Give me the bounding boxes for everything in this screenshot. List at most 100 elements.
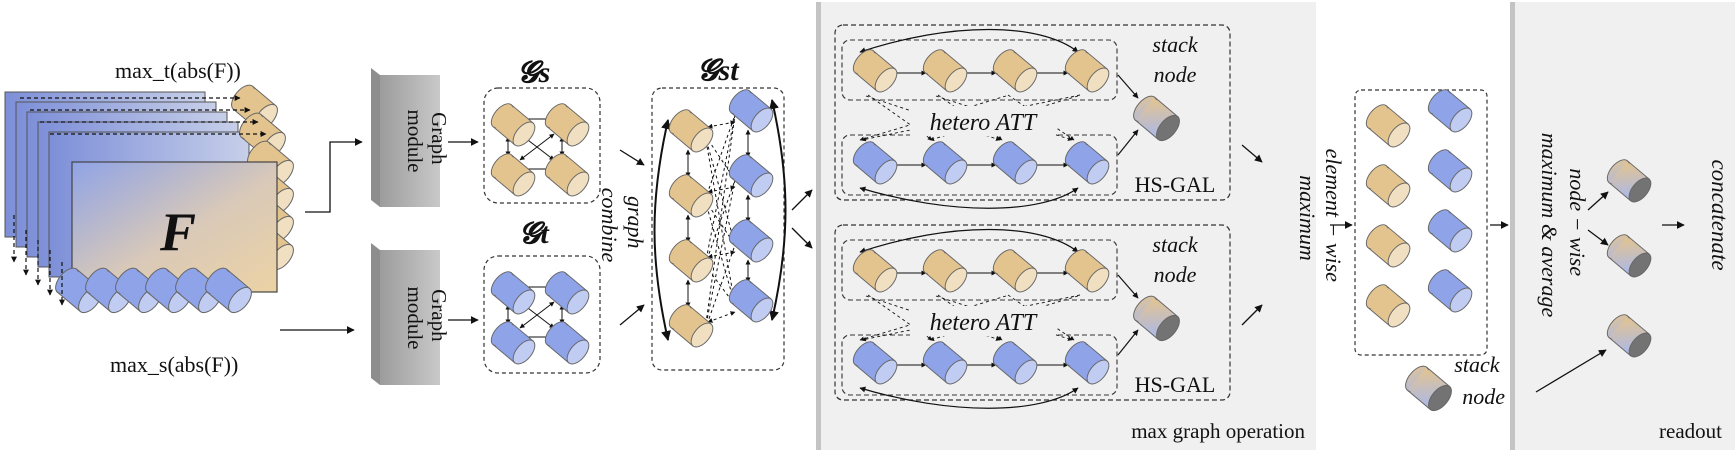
stack-node [1133,95,1180,142]
graph-st-blue-node [728,89,774,133]
svg-text:Graph module: Graph module [403,287,451,350]
graph-t-node [490,271,536,315]
graph-module-bottom-line1: Graph [427,289,451,342]
time-max-label: max_t(abs(F)) [115,58,241,83]
graph-t-node [544,271,590,315]
hs-gal-blue-node [922,141,968,185]
graph-st-tan-node [668,304,714,348]
tensor-label: F [159,202,196,262]
graph-t-nodes [490,271,590,365]
combine-label-line1: graph [623,196,648,249]
stack-node-label: stack node [1152,232,1198,287]
hs-gal-tan-node [852,49,898,93]
output-blue-node [1427,89,1473,133]
hs-gal-tan-node [1064,49,1110,93]
hs-gal-blue-node [852,341,898,385]
graph-module-top: Graph module [371,68,451,207]
graph-st-tan-node [668,109,714,153]
graph-s-node [544,103,590,147]
output-blue-node [1427,149,1473,193]
hs-gal-tan-node [922,49,968,93]
svg-text:element − wise maximum: element − wise maximum [1295,149,1346,288]
hs-gal-block: hetero ATT stack node HS-GAL [834,224,1231,409]
hs-gal-tan-node [852,249,898,293]
readout-nodes [1606,159,1652,358]
hs-gal-outer-box [834,24,1231,201]
graph-s-node [544,153,590,197]
stack-node [1133,295,1180,342]
hs-gal-label: HS-GAL [1135,172,1216,197]
graph-s-box [483,87,601,204]
hs-gal-tan-node [922,249,968,293]
graph-s-node [490,103,536,147]
nodewise-label-line2: maximum & average [1537,133,1562,318]
graph-t-box [483,255,601,374]
svg-text:node − wise maximum & aver: node − wise maximum & average [1537,133,1590,318]
hs-gal-block: hetero ATT stack node HS-GAL [834,24,1231,209]
concatenate-label: concatenate [1707,159,1732,270]
hs-gal-tan-node [992,249,1038,293]
hs-gal-outer-box [834,224,1231,401]
max-graph-caption: max graph operation [1131,419,1305,443]
readout-node [1606,314,1652,358]
hs-gal-tan-node [992,49,1038,93]
graph-s-node [490,153,536,197]
output-stack-label-line1: stack [1454,352,1500,377]
graph-module-top-line1: Graph [427,112,451,165]
input-feature-tensor: F [4,84,294,314]
output-stack-node [1405,365,1452,412]
hs-gal-blue-node [1064,141,1110,185]
space-max-cylinders [55,267,252,314]
elementwise-label-line2: maximum [1295,175,1320,261]
elementwise-label-line1: element − wise [1321,149,1346,283]
readout-node [1606,234,1652,278]
graph-module-bottom: Graph module [371,243,451,385]
readout-node [1606,159,1652,203]
graph-st-nodes [668,89,774,348]
graph-st-tan-node [668,174,714,218]
graph-t-label: 𝓖t [519,217,550,250]
max-graph-panel [816,2,1316,450]
nodewise-label-line1: node − wise [1565,168,1590,276]
hs-gal-blue-node [922,341,968,385]
output-stack-label-line2: node [1462,384,1505,409]
graph-s-nodes [490,103,590,197]
output-blue-node [1427,269,1473,313]
graph-st-label: 𝓖st [697,54,740,87]
hetero-att-label: hetero ATT [930,110,1038,136]
output-nodes [1365,89,1473,328]
output-node-box [1354,89,1488,356]
graph-t-node [490,321,536,365]
svg-text:Graph module: Graph module [403,110,451,173]
svg-text:graph combine: graph combine [597,188,648,263]
output-tan-node [1365,224,1411,268]
hs-gal-blocks: hetero ATT stack node HS-GAL hetero ATT stack… [834,24,1231,409]
readout-caption: readout [1659,419,1722,443]
hs-gal-blue-node [1064,341,1110,385]
svg-text:stack node: stack node [1454,352,1505,409]
graph-module-top-line2: module [403,110,427,173]
hs-gal-tan-node [1064,249,1110,293]
output-tan-node [1365,284,1411,328]
space-max-cylinder [55,267,102,314]
output-tan-node [1365,104,1411,148]
hs-gal-blue-node [992,141,1038,185]
graph-st-blue-node [728,279,774,323]
graph-st-tan-node [668,239,714,283]
graph-t-node [544,321,590,365]
graph-st-blue-node [728,219,774,263]
combine-label-line2: combine [597,188,622,263]
tan-row-box [841,39,1118,101]
graph-s-label: 𝓖s [518,56,551,89]
graph-st-blue-node [728,154,774,198]
tan-row-box [841,239,1118,301]
graph-st-box [651,87,785,371]
hs-gal-label: HS-GAL [1135,372,1216,397]
graph-module-bottom-line2: module [403,287,427,350]
hs-gal-blue-node [852,141,898,185]
readout-panel [1510,2,1735,450]
space-max-label: max_s(abs(F)) [110,352,238,377]
hetero-att-label: hetero ATT [930,310,1038,336]
output-tan-node [1365,164,1411,208]
